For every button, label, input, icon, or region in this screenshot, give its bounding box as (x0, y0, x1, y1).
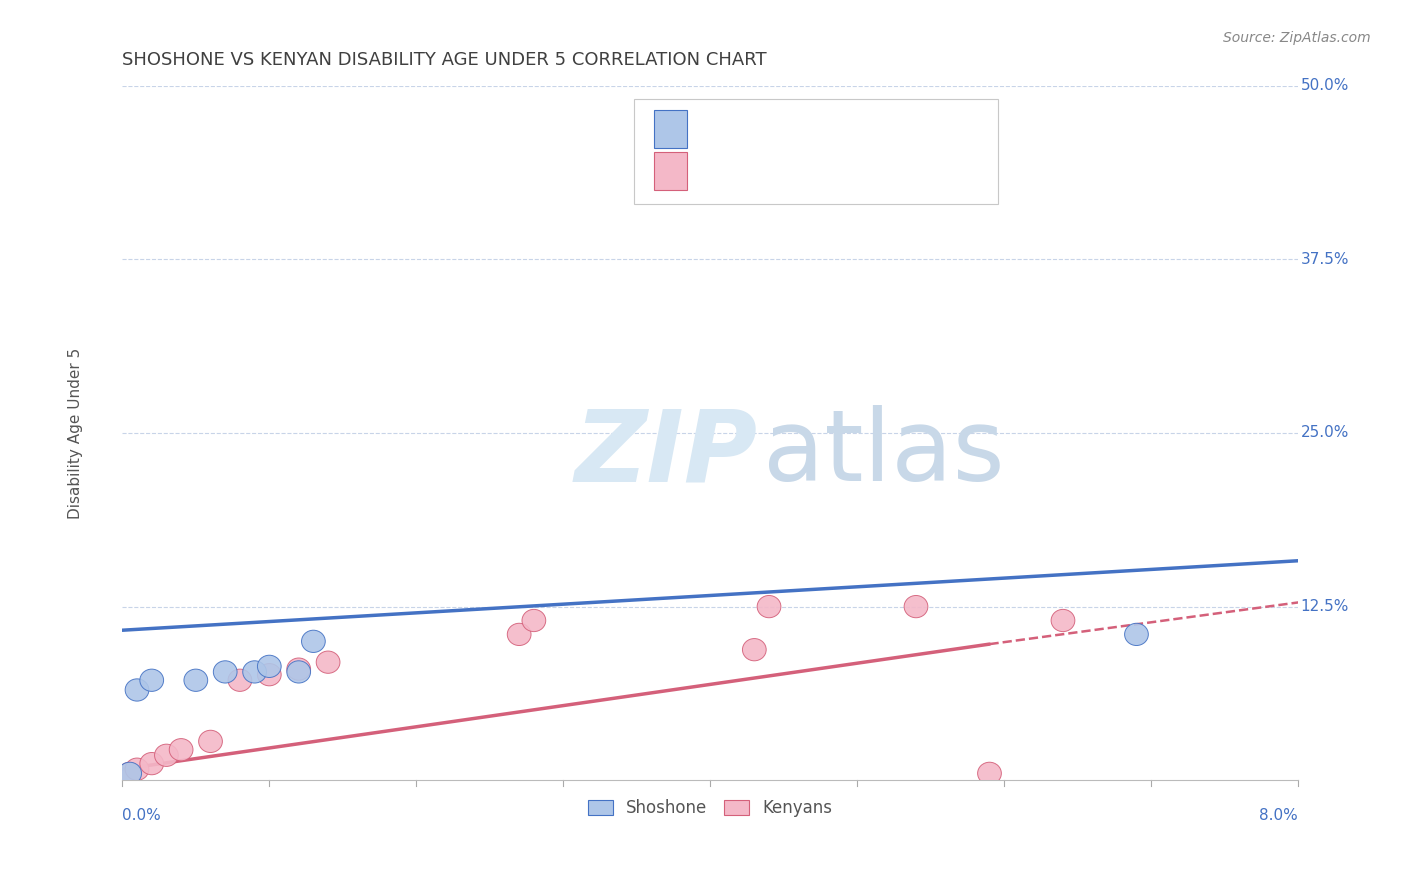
Text: 25.0%: 25.0% (1301, 425, 1348, 441)
Ellipse shape (139, 753, 163, 775)
Ellipse shape (184, 669, 208, 691)
Text: SHOSHONE VS KENYAN DISABILITY AGE UNDER 5 CORRELATION CHART: SHOSHONE VS KENYAN DISABILITY AGE UNDER … (122, 51, 766, 69)
Ellipse shape (257, 656, 281, 678)
Ellipse shape (257, 664, 281, 686)
Text: R = 0.074   N = 10: R = 0.074 N = 10 (700, 120, 886, 138)
Text: Source: ZipAtlas.com: Source: ZipAtlas.com (1223, 31, 1371, 45)
Ellipse shape (118, 763, 142, 784)
Ellipse shape (904, 596, 928, 618)
Ellipse shape (742, 639, 766, 661)
Ellipse shape (125, 679, 149, 701)
FancyBboxPatch shape (654, 152, 686, 190)
Text: 12.5%: 12.5% (1301, 599, 1348, 614)
Ellipse shape (316, 651, 340, 673)
Ellipse shape (214, 661, 238, 683)
Ellipse shape (508, 624, 531, 646)
Ellipse shape (1125, 624, 1149, 646)
Text: ZIP: ZIP (575, 405, 758, 502)
FancyBboxPatch shape (654, 111, 686, 148)
Text: R = 0.603   N = 17: R = 0.603 N = 17 (700, 162, 886, 180)
Ellipse shape (287, 658, 311, 681)
Text: 50.0%: 50.0% (1301, 78, 1348, 93)
Ellipse shape (228, 669, 252, 691)
Ellipse shape (243, 661, 267, 683)
Ellipse shape (155, 744, 179, 766)
Ellipse shape (125, 758, 149, 780)
Text: 8.0%: 8.0% (1260, 808, 1298, 823)
Ellipse shape (169, 739, 193, 761)
FancyBboxPatch shape (634, 99, 998, 203)
Ellipse shape (118, 763, 142, 784)
Ellipse shape (1052, 609, 1074, 632)
Text: Disability Age Under 5: Disability Age Under 5 (67, 347, 83, 518)
Ellipse shape (198, 731, 222, 753)
Ellipse shape (977, 763, 1001, 784)
Legend: Shoshone, Kenyans: Shoshone, Kenyans (581, 793, 839, 824)
Ellipse shape (522, 609, 546, 632)
Ellipse shape (758, 596, 780, 618)
Text: 37.5%: 37.5% (1301, 252, 1348, 267)
Ellipse shape (139, 669, 163, 691)
Ellipse shape (301, 631, 325, 652)
Text: atlas: atlas (763, 405, 1005, 502)
Ellipse shape (287, 661, 311, 683)
Text: 0.0%: 0.0% (122, 808, 162, 823)
